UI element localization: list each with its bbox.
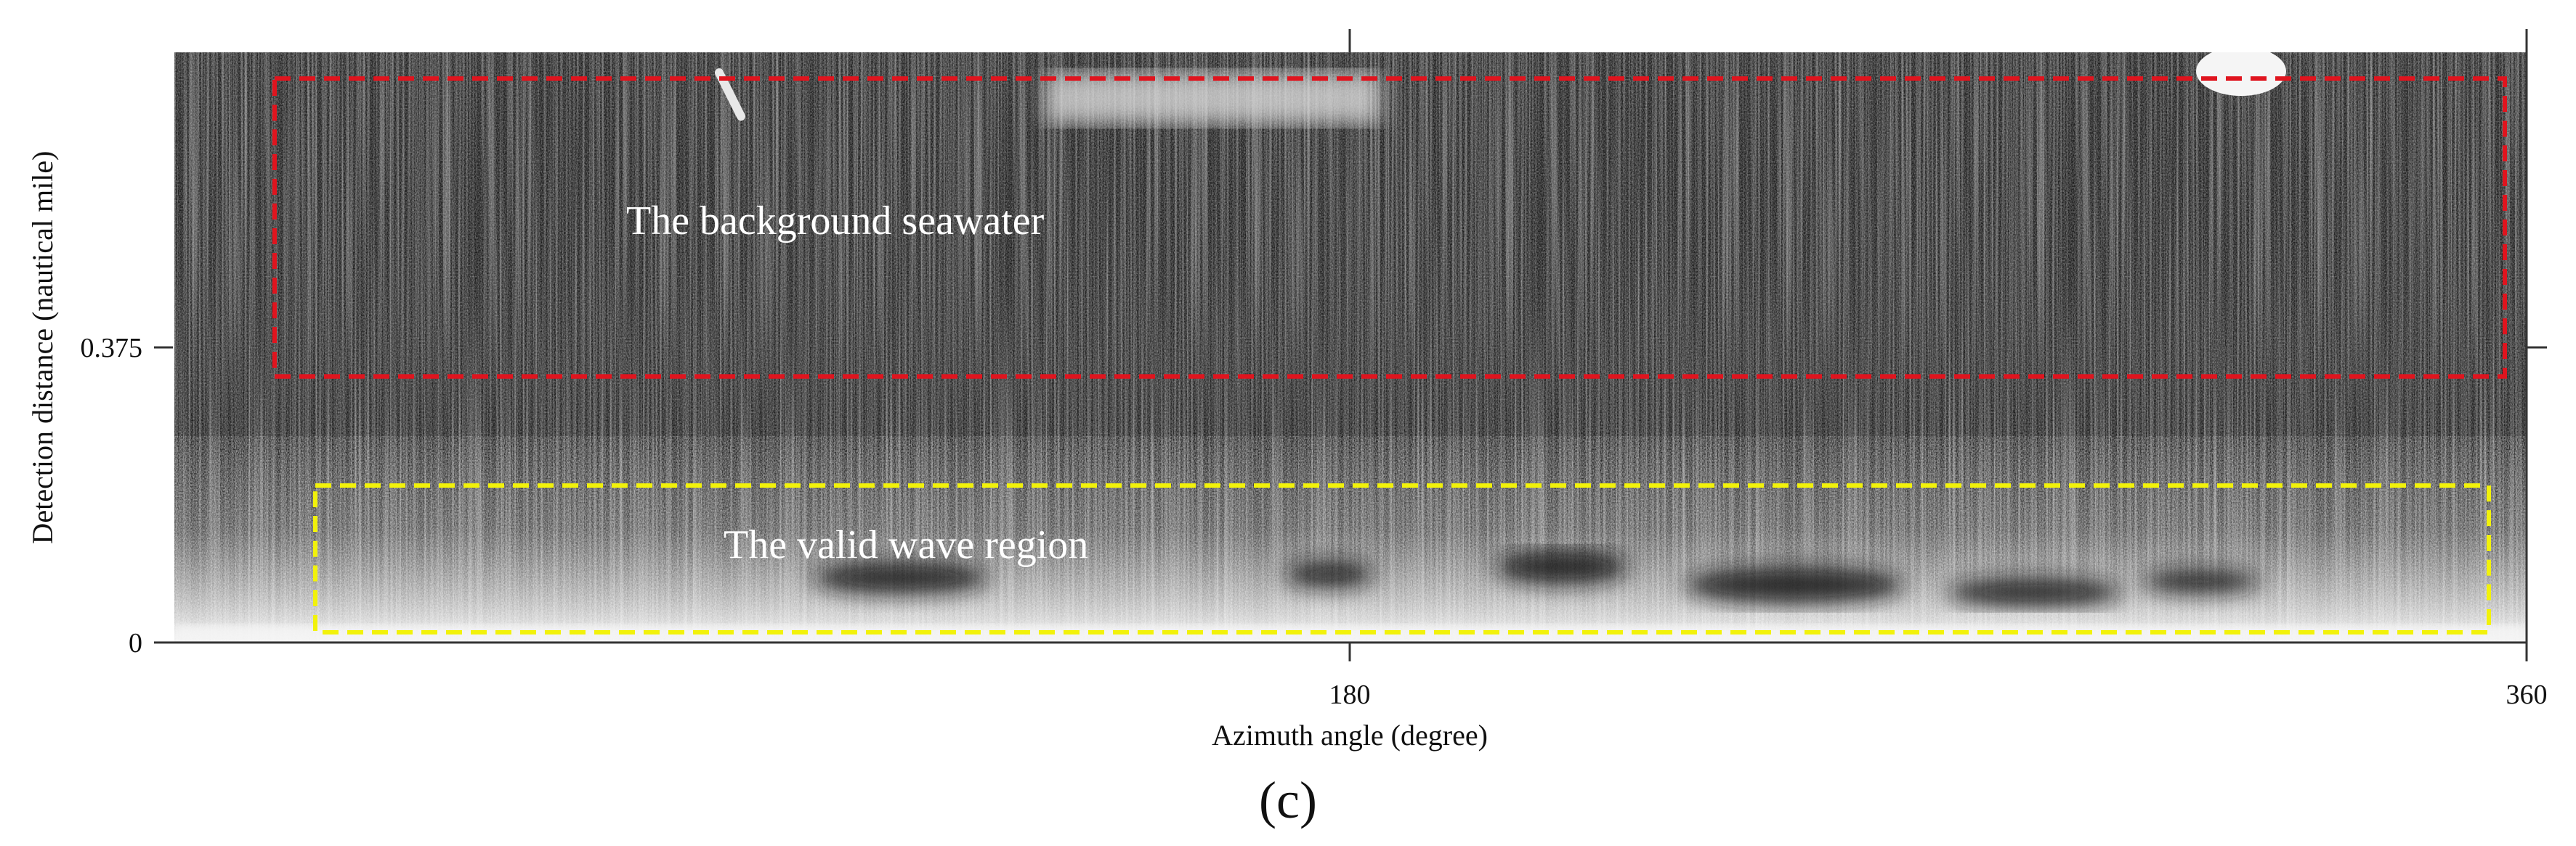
background-seawater-label: The background seawater (626, 198, 1045, 243)
radar-image (174, 52, 2527, 642)
wave-dark-patches (814, 549, 2259, 607)
y-tick-label-0375: 0.375 (81, 333, 143, 363)
x-axis-label: Azimuth angle (degree) (1212, 719, 1488, 752)
y-axis-label: Detection distance (nautical mile) (26, 151, 59, 544)
x-tick-label-180: 180 (1329, 680, 1371, 710)
y-tick-label-0: 0 (129, 628, 142, 658)
x-tick-label-360: 360 (2506, 680, 2548, 710)
axes (154, 29, 2547, 661)
background-seawater-box (272, 76, 2507, 379)
valid-wave-region-label: The valid wave region (724, 523, 1088, 568)
valid-wave-region-box (313, 483, 2491, 634)
far-echo-targets (715, 52, 2286, 124)
panel-label: (c) (1259, 771, 1317, 829)
